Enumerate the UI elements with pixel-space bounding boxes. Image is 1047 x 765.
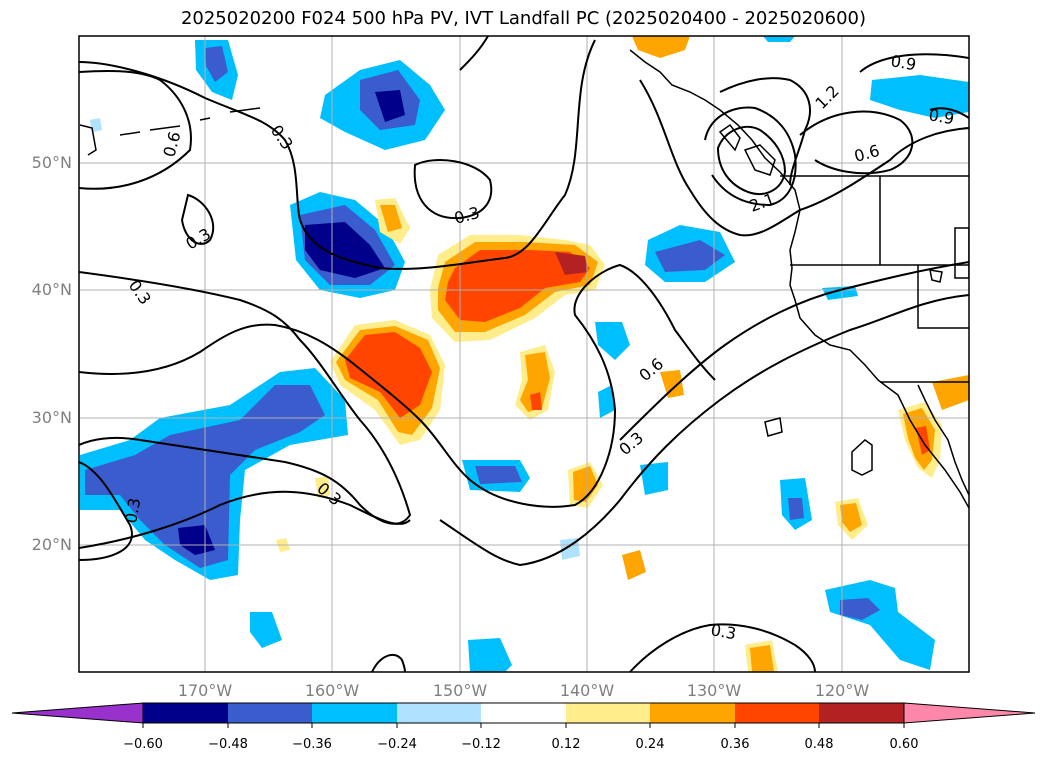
colorbar-tick-label: −0.24 [377, 737, 417, 752]
colorbar-tick-label: −0.12 [461, 737, 501, 752]
contour-label: 0.9 [889, 51, 917, 74]
colorbar-bin [650, 703, 735, 723]
lon-label-150w: 150°W [432, 681, 488, 700]
colorbar-bin [228, 703, 312, 723]
colorbar-tick-label: −0.48 [208, 737, 248, 752]
colorbar-max-extend [903, 702, 1036, 724]
contour-label: 0.3 [121, 496, 144, 524]
contour-label: 0.9 [927, 105, 955, 128]
colorbar-tick-label: 0.48 [804, 737, 834, 752]
map-title: 2025020200 F024 500 hPa PV, IVT Landfall… [180, 8, 867, 29]
colorbar [11, 702, 1036, 728]
lat-label-50n: 50°N [31, 153, 72, 172]
lat-label-40n: 40°N [31, 280, 72, 299]
colorbar-bin [735, 703, 819, 723]
lon-label-140w: 140°W [559, 681, 615, 700]
lat-label-30n: 30°N [31, 408, 72, 427]
map-frame [78, 35, 970, 673]
pv-contours [79, 36, 969, 672]
coastlines [79, 49, 969, 509]
lon-label-120w: 120°W [814, 681, 870, 700]
colorbar-bin [566, 703, 650, 723]
colorbar-tick-label: −0.60 [123, 737, 163, 752]
colorbar-bin [312, 703, 397, 723]
colorbar-tick-label: 0.36 [720, 737, 750, 752]
lon-label-130w: 130°W [686, 681, 742, 700]
colorbar-bin [819, 703, 904, 723]
colorbar-bin [143, 703, 228, 723]
lon-label-170w: 170°W [177, 681, 233, 700]
lat-label-20n: 20°N [31, 535, 72, 554]
colorbar-min-extend [11, 702, 144, 724]
colorbar-tick-label: 0.60 [889, 737, 919, 752]
colorbar-tick-label: −0.36 [292, 737, 332, 752]
contour-label: 0.3 [709, 620, 737, 643]
colorbar-tick-label: 0.24 [635, 737, 665, 752]
lon-label-160w: 160°W [304, 681, 360, 700]
colorbar-bin [397, 703, 481, 723]
colorbar-bin [481, 703, 566, 723]
colorbar-tick-label: 0.12 [551, 737, 581, 752]
positive-pv-shading [276, 36, 969, 672]
